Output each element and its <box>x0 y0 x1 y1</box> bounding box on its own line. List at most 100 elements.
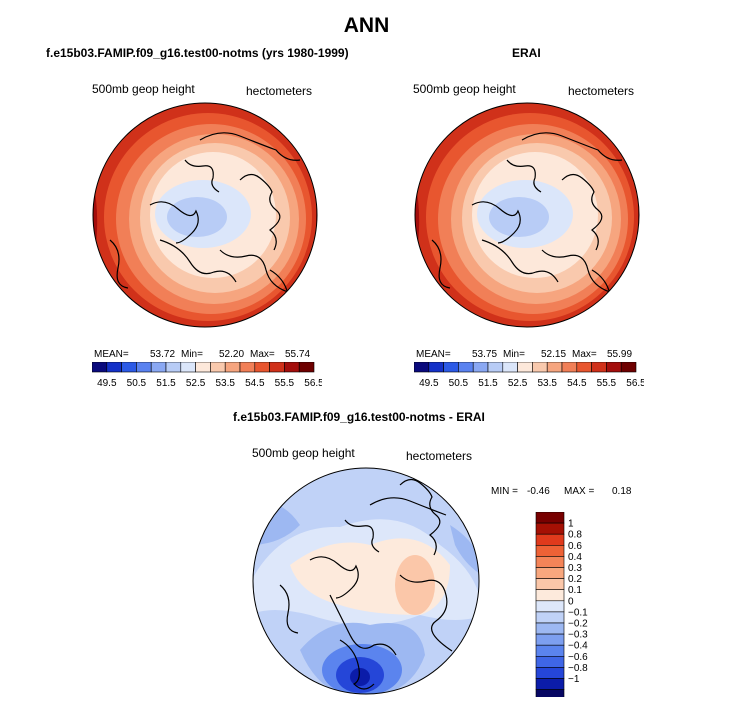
panel-2-mean-label: MEAN= <box>416 349 451 360</box>
panel-1-colorbar-tick-1: 50.5 <box>127 378 147 389</box>
panel-3-colorbar-tick-12: −0.6 <box>568 652 588 663</box>
panel-1-units: hectometers <box>246 84 313 98</box>
panel-1-colorbar-bin-13 <box>284 362 300 373</box>
panel-3-pos-max <box>395 555 435 615</box>
panel-1-coast-6 <box>184 159 220 193</box>
panel-1-colorbar-bin-5 <box>165 362 182 373</box>
panel-2-colorbar-tick-2: 51.5 <box>478 378 498 389</box>
panel-2-colorbar-bin-0 <box>414 362 430 373</box>
panel-1-max-value: 55.74 <box>285 349 311 360</box>
panel-3-variable: 500mb geop height <box>252 446 355 460</box>
panel-3-colorbar-tick-7: 0 <box>568 596 574 607</box>
panel-3-coast-0 <box>399 478 441 556</box>
panel-2-min-label: Min= <box>503 349 525 360</box>
panel-3-coastlines <box>279 478 453 690</box>
panel-3-max-label: MAX = <box>564 486 595 497</box>
panel-2-mean-value: 53.75 <box>472 349 498 360</box>
panel-1-colorbar-bin-2 <box>121 362 137 373</box>
panel-3-colorbar-bin-15 <box>535 678 565 690</box>
panel-2-min-value: 52.15 <box>541 349 567 360</box>
panel-1-lobe-west <box>93 170 98 265</box>
panel-1-colorbar-bin-9 <box>224 362 241 373</box>
panel-1-min-label: Min= <box>181 349 203 360</box>
panel-1-colorbar-bin-3 <box>136 362 152 373</box>
panel-2-coast-1 <box>471 201 521 244</box>
panel-3-colorbar-tick-10: −0.3 <box>568 630 588 641</box>
panel-2-colorbar: 49.5 50.5 51.5 52.5 53.5 54.5 55.5 56.5 <box>414 362 644 389</box>
panel-3-colorbar-bin-9 <box>535 611 565 624</box>
panel-3-colorbar-tick-4: 0.3 <box>568 563 582 574</box>
panel-3-map <box>252 467 480 695</box>
panel-2-lobe-west <box>415 170 420 265</box>
panel-2-map-border <box>414 102 640 328</box>
panel-3-colorbar-tick-1: 0.8 <box>568 530 582 541</box>
panel-2-units: hectometers <box>568 84 635 98</box>
panel-2-colorbar-tick-4: 53.5 <box>537 378 557 389</box>
panel-3-coast-3 <box>399 574 453 652</box>
panel-1-colorbar-bin-14 <box>298 362 315 373</box>
panel-1-coastlines <box>109 132 305 323</box>
panel-1-colorbar-bin-8 <box>210 362 226 373</box>
panel-2-band-7 <box>489 197 549 237</box>
panel-3-colorbar-bin-13 <box>535 656 565 668</box>
panel-2-colorbar-bin-5 <box>487 362 504 373</box>
panel-3-colorbar-bin-11 <box>535 633 565 646</box>
panel-3-units: hectometers <box>406 449 473 463</box>
panel-3-colorbar-bin-1 <box>535 522 565 535</box>
panel-1-colorbar: 49.5 50.5 51.5 52.5 53.5 54.5 55.5 56.5 <box>92 362 322 389</box>
panel-3-colorbar-tick-13: −0.8 <box>568 663 588 674</box>
panel-1-colorbar-tick-7: 56.5 <box>304 378 322 389</box>
panel-2-coast-7 <box>431 239 451 289</box>
panel-2-variable: 500mb geop height <box>413 82 516 96</box>
panel-3-colorbar-tick-2: 0.6 <box>568 541 582 552</box>
panel-3-colorbar-bin-6 <box>535 578 565 590</box>
panel-3-colorbar-bin-14 <box>535 667 565 679</box>
panel-3-colorbar-tick-11: −0.4 <box>568 641 588 652</box>
panel-3-max-value: 0.18 <box>612 486 632 497</box>
panel-2-colorbar-tick-3: 52.5 <box>508 378 528 389</box>
panel-1-map <box>92 102 318 328</box>
panel-3-colorbar: 10.80.60.40.30.20.10−0.1−0.2−0.3−0.4−0.6… <box>535 512 588 697</box>
panel-2-colorbar-bin-14 <box>620 362 637 373</box>
panel-1-band-7 <box>167 197 227 237</box>
panel-2-colorbar-bin-1 <box>428 362 444 373</box>
panel-3-title: f.e15b03.FAMIP.f09_g16.test00-notms - ER… <box>233 410 485 424</box>
panel-1-title: f.e15b03.FAMIP.f09_g16.test00-notms (yrs… <box>46 46 349 60</box>
panel-3-coast-5 <box>369 497 447 516</box>
panel-3-coast-1 <box>309 556 359 599</box>
panel-1-colorbar-tick-4: 53.5 <box>215 378 235 389</box>
panel-2-colorbar-bin-8 <box>532 362 548 373</box>
panel-2-colorbar-tick-0: 49.5 <box>419 378 439 389</box>
panel-1-colorbar-tick-2: 51.5 <box>156 378 176 389</box>
panel-2-colorbar-bin-7 <box>517 362 533 373</box>
panel-3-colorbar-tick-14: −1 <box>568 674 580 685</box>
panel-2-colorbar-bin-4 <box>472 362 489 373</box>
panel-3-colorbar-bin-2 <box>535 533 565 546</box>
panel-2-colorbar-bin-6 <box>502 362 518 373</box>
panel-2-colorbar-bin-12 <box>591 362 607 373</box>
panel-3-colorbar-bin-4 <box>535 556 565 568</box>
panel-3-neg-extreme <box>350 668 370 686</box>
panel-1-colorbar-tick-6: 55.5 <box>275 378 295 389</box>
panel-1-coast-2 <box>159 239 237 283</box>
panel-3-colorbar-tick-3: 0.4 <box>568 552 582 563</box>
panel-3-colorbar-tick-8: −0.1 <box>568 607 588 618</box>
panel-3-colorbar-bin-8 <box>535 600 565 613</box>
panel-3-field <box>253 468 479 694</box>
panel-3-min-value: -0.46 <box>527 486 550 497</box>
panel-1-colorbar-tick-5: 54.5 <box>245 378 265 389</box>
panel-1-colorbar-tick-0: 49.5 <box>97 378 117 389</box>
panel-1-variable: 500mb geop height <box>92 82 195 96</box>
panel-2-coast-6 <box>506 159 542 193</box>
panel-2-colorbar-bin-3 <box>458 362 474 373</box>
panel-1-colorbar-bin-0 <box>92 362 108 373</box>
panel-1-colorbar-bin-10 <box>239 362 256 373</box>
panel-1-field <box>93 103 317 327</box>
panel-3-colorbar-bin-12 <box>535 644 565 657</box>
panel-3-colorbar-bin-5 <box>535 567 565 579</box>
panel-1-map-border <box>92 102 318 328</box>
panel-2-max-value: 55.99 <box>607 349 633 360</box>
panel-1-coast-1 <box>149 201 199 244</box>
panel-3-colorbar-bin-3 <box>535 544 565 557</box>
panel-3-colorbar-tick-5: 0.2 <box>568 574 582 585</box>
